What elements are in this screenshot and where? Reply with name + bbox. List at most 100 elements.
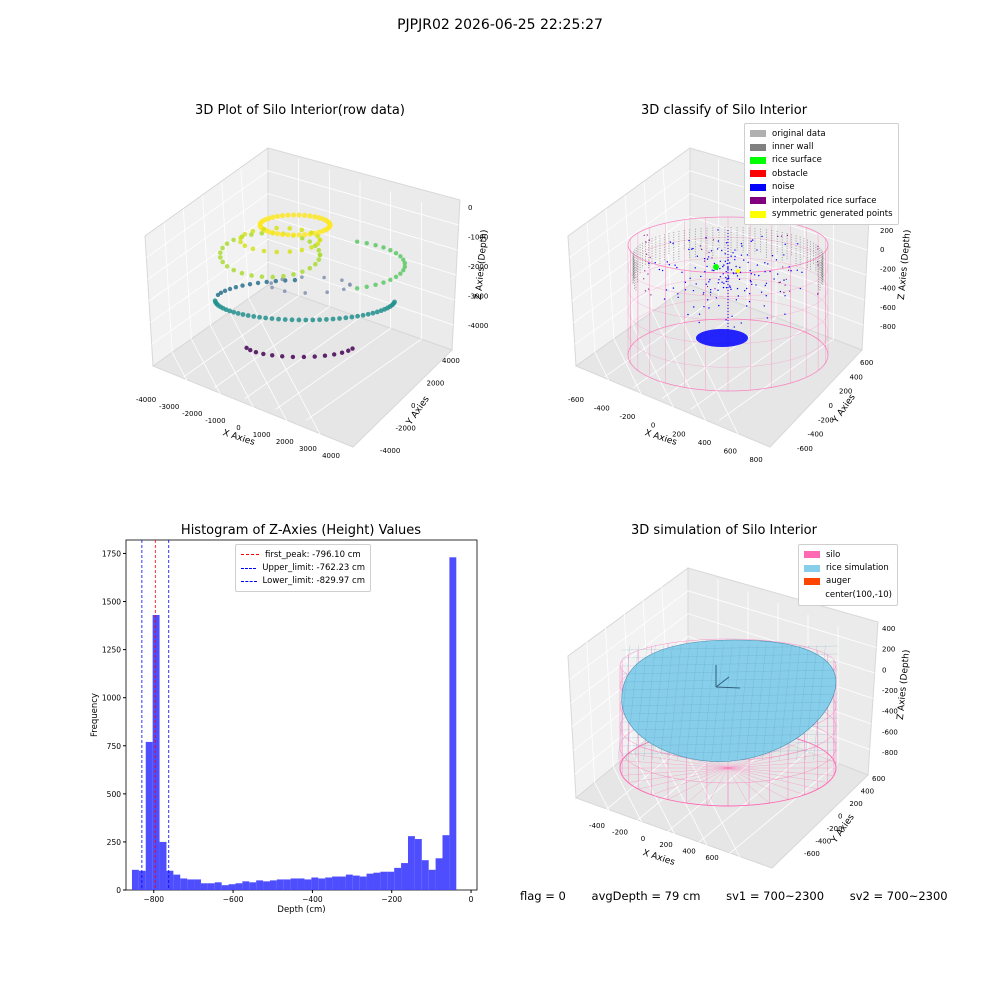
interpolated-point bbox=[646, 253, 648, 255]
x-tick-label: −400 bbox=[302, 895, 323, 904]
histogram-bar bbox=[352, 875, 360, 890]
z-tick-label: 0 bbox=[880, 246, 884, 254]
noise-point bbox=[711, 269, 713, 271]
noise-point bbox=[669, 241, 672, 243]
histogram-bar bbox=[228, 884, 236, 890]
legend-label: noise bbox=[772, 182, 795, 193]
data-point bbox=[401, 268, 406, 273]
data-point bbox=[317, 317, 323, 323]
noise-point bbox=[733, 272, 735, 275]
y-tick-label: 1750 bbox=[102, 549, 121, 558]
noise-point bbox=[773, 278, 775, 280]
noise-point bbox=[681, 271, 683, 274]
x-tick-label: -600 bbox=[568, 396, 584, 404]
noise-point bbox=[722, 265, 724, 268]
data-point bbox=[354, 239, 360, 244]
data-point bbox=[316, 257, 322, 263]
histogram-bar bbox=[263, 881, 270, 890]
x-tick-label: 0 bbox=[651, 422, 655, 430]
histogram-bar bbox=[373, 872, 381, 890]
data-point bbox=[239, 270, 245, 276]
data-point bbox=[364, 284, 369, 289]
data-point bbox=[242, 232, 248, 237]
x-tick-label: 800 bbox=[749, 456, 762, 464]
noise-point bbox=[758, 274, 760, 277]
data-point bbox=[281, 273, 286, 279]
data-point bbox=[300, 275, 304, 279]
legend-swatch bbox=[750, 156, 766, 164]
noise-point bbox=[724, 260, 727, 263]
grid-line bbox=[306, 338, 422, 421]
rice-mesh-line bbox=[617, 644, 631, 761]
noise-point bbox=[722, 273, 724, 275]
interpolated-point bbox=[643, 234, 645, 236]
noise-point bbox=[751, 239, 754, 241]
rice-mesh-line bbox=[621, 701, 839, 707]
data-point bbox=[270, 285, 274, 290]
grid-line bbox=[594, 782, 680, 946]
noise-point bbox=[684, 289, 687, 291]
noise-point bbox=[672, 287, 675, 289]
z-tick-label: 200 bbox=[882, 646, 895, 654]
grid-line bbox=[574, 261, 864, 345]
noise-point bbox=[761, 235, 763, 238]
interpolated-point bbox=[646, 234, 648, 236]
histogram-bar bbox=[145, 741, 153, 890]
data-point bbox=[327, 222, 333, 228]
data-point bbox=[317, 252, 323, 258]
rice-mesh-line bbox=[719, 644, 733, 761]
panel2-legend: original data inner wall rice surface ob… bbox=[744, 123, 899, 225]
y-tick-label: 0 bbox=[116, 886, 121, 895]
x-tick-label: -200 bbox=[619, 413, 635, 421]
histogram-bar bbox=[256, 880, 264, 890]
data-point bbox=[302, 232, 308, 238]
y-tick-label: -400 bbox=[808, 431, 824, 439]
rice-mesh-line bbox=[621, 693, 839, 699]
data-point bbox=[398, 271, 403, 276]
data-point bbox=[282, 289, 287, 294]
data-point bbox=[317, 237, 323, 243]
silo-floor-spoke bbox=[727, 767, 789, 800]
noise-point bbox=[725, 280, 727, 283]
grid-line bbox=[695, 751, 809, 845]
interpolated-point bbox=[648, 239, 651, 241]
noise-point bbox=[748, 300, 751, 303]
noise-point bbox=[767, 263, 769, 265]
noise-point bbox=[740, 242, 743, 245]
legend-label: center(100,-10) bbox=[825, 589, 892, 600]
interpolated-point bbox=[817, 245, 819, 247]
noise-point bbox=[696, 255, 699, 257]
interpolated-point bbox=[706, 285, 709, 288]
data-point bbox=[388, 277, 393, 283]
grid-line bbox=[147, 193, 458, 280]
legend-label: silo bbox=[826, 549, 841, 560]
interpolated-point bbox=[644, 290, 646, 292]
data-point bbox=[307, 239, 313, 244]
data-point bbox=[238, 239, 243, 245]
noise-point bbox=[733, 326, 735, 328]
noise-point bbox=[756, 249, 758, 251]
silo-floor-spoke bbox=[638, 767, 729, 790]
data-point bbox=[282, 317, 288, 322]
noise-point bbox=[732, 252, 734, 254]
noise-point bbox=[783, 254, 785, 256]
silo-floor-spoke bbox=[651, 767, 729, 796]
z-tick-label: 0 bbox=[882, 666, 886, 674]
silo-floor-spoke bbox=[686, 767, 729, 804]
histogram-bar bbox=[235, 883, 243, 890]
data-point bbox=[222, 288, 228, 294]
y-tick-label: 750 bbox=[107, 742, 122, 751]
x-tick-label: -200 bbox=[612, 828, 628, 836]
noise-point bbox=[721, 249, 723, 252]
legend-swatch bbox=[750, 130, 766, 138]
flag-text: flag = 0 bbox=[520, 889, 566, 903]
histogram-legend: first_peak: -796.10 cm Upper_limit: -762… bbox=[235, 544, 371, 593]
data-point bbox=[342, 287, 346, 292]
y-tick-label: 600 bbox=[860, 359, 873, 367]
data-point bbox=[269, 316, 275, 322]
noise-point bbox=[734, 255, 736, 258]
noise-point bbox=[737, 295, 740, 297]
histogram-bar bbox=[401, 863, 408, 890]
data-point bbox=[378, 308, 384, 314]
